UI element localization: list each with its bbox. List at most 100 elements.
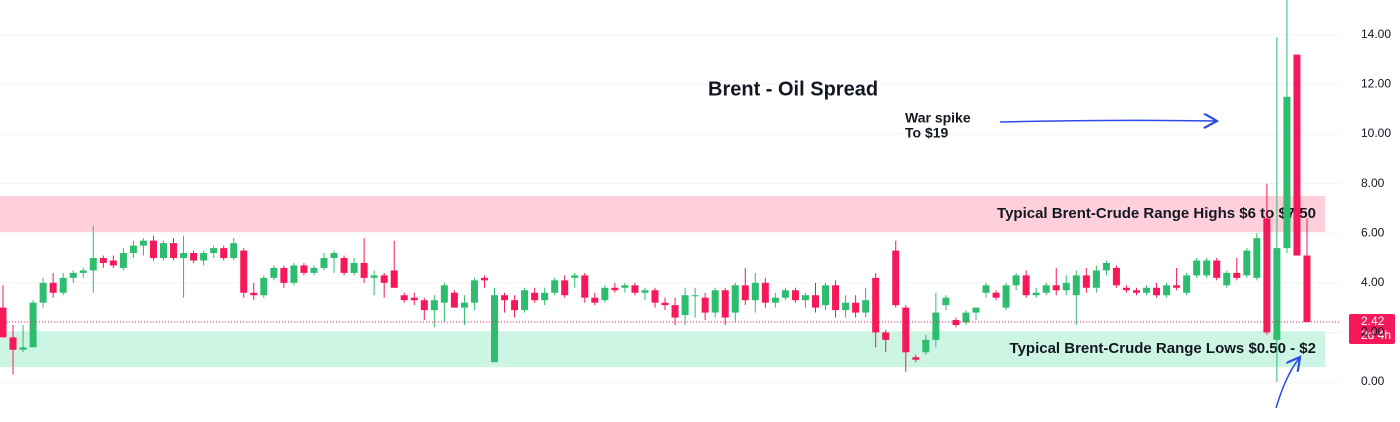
candle-body: [581, 275, 589, 298]
candle-body: [641, 290, 649, 293]
candle-body: [852, 302, 860, 313]
candle-body: [480, 277, 488, 281]
candle-body: [139, 240, 147, 246]
candle-body: [1243, 250, 1251, 276]
candle-body: [59, 277, 67, 293]
candle-body: [771, 297, 779, 303]
candle-body: [1223, 272, 1231, 286]
candle-body: [190, 253, 198, 261]
y-tick-label: 10.00: [1361, 126, 1391, 140]
candle-body: [1012, 275, 1020, 286]
candle-body: [119, 253, 127, 268]
candle-body: [952, 320, 960, 325]
candle-body: [591, 297, 599, 303]
candle-body: [661, 302, 669, 306]
candle-body: [210, 248, 218, 254]
candle-body: [601, 287, 609, 301]
candle-body: [832, 285, 840, 311]
candle-body: [691, 295, 699, 297]
arrow: [1275, 357, 1300, 409]
candle-body: [942, 297, 950, 306]
candle-body: [1102, 262, 1110, 271]
candle-body: [1263, 218, 1271, 333]
candle-body: [1062, 282, 1070, 291]
candle-body: [671, 305, 679, 318]
candle-body: [1002, 285, 1010, 308]
y-tick-label: 14.00: [1361, 27, 1391, 41]
candle-body: [681, 295, 689, 316]
candle-body: [460, 302, 468, 308]
candle-body: [872, 277, 880, 333]
candle-body: [571, 275, 579, 278]
y-tick-label: 0.00: [1361, 374, 1385, 388]
candle-body: [751, 282, 759, 301]
y-tick-label: 4.00: [1361, 275, 1385, 289]
candle-body: [1072, 275, 1080, 296]
candle-body: [631, 285, 639, 293]
candle-body: [260, 277, 268, 296]
candle-body: [811, 295, 819, 308]
candle-body: [932, 312, 940, 340]
candle-body: [1042, 285, 1050, 293]
candle-body: [541, 292, 549, 301]
band-label: Typical Brent-Crude Range Lows $0.50 - $…: [1010, 340, 1316, 357]
candle-body: [902, 307, 910, 353]
candle-body: [1153, 287, 1161, 296]
candle-body: [440, 285, 448, 303]
candle-body: [551, 280, 559, 293]
candle-body: [862, 300, 870, 313]
annotation: War spike: [905, 110, 971, 126]
range-band: [0, 195, 1325, 232]
candle-body: [711, 290, 719, 313]
candle-body: [1173, 285, 1181, 288]
candle-body: [69, 272, 77, 278]
range-band: [0, 331, 1325, 368]
candle-body: [220, 248, 228, 259]
candle-body: [29, 302, 37, 348]
candle-body: [330, 253, 338, 259]
candle-body: [1112, 267, 1120, 286]
candle-body: [470, 280, 478, 303]
candle-body: [290, 265, 298, 283]
candle-body: [511, 300, 519, 311]
candle-body: [1163, 285, 1171, 296]
candle-body: [1273, 248, 1281, 340]
candle-body: [611, 287, 619, 291]
candle-body: [791, 290, 799, 301]
y-tick-label: 6.00: [1361, 225, 1385, 239]
candle-body: [781, 290, 789, 298]
candle-body: [1132, 290, 1140, 293]
candle-body: [962, 312, 970, 323]
candle-body: [420, 300, 428, 311]
candle-body: [892, 250, 900, 306]
candle-body: [822, 285, 830, 306]
candle-body: [1303, 255, 1311, 323]
candle-body: [731, 285, 739, 313]
y-tick-label: 12.00: [1361, 77, 1391, 91]
candle-body: [741, 285, 749, 301]
candle-body: [370, 275, 378, 278]
candle-body: [99, 258, 107, 263]
candle-body: [1283, 96, 1291, 249]
candle-body: [410, 297, 418, 301]
candle-body: [982, 285, 990, 293]
candle-body: [320, 258, 328, 268]
candle-body: [430, 300, 438, 311]
candle-body: [1293, 54, 1301, 256]
candle-body: [89, 258, 97, 271]
candle-body: [842, 302, 850, 311]
candle-body: [19, 347, 27, 350]
candle-body: [149, 240, 157, 259]
candle-body: [1143, 287, 1151, 293]
candle-body: [491, 295, 499, 363]
candle-body: [39, 282, 47, 303]
candle-body: [350, 262, 358, 273]
candle-body: [1092, 270, 1100, 288]
candle-body: [280, 267, 288, 283]
candle-body: [922, 339, 930, 353]
candle-body: [129, 245, 137, 254]
arrow: [999, 120, 1217, 122]
candle-body: [230, 243, 238, 259]
last-price-label: 2.42: [1361, 314, 1385, 328]
candle-body: [170, 243, 178, 259]
